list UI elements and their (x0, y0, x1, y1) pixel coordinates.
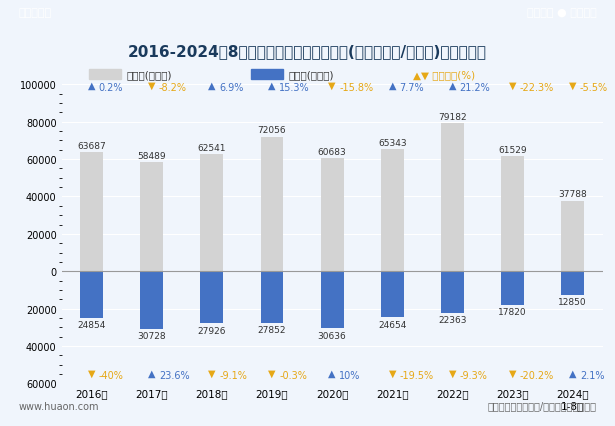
Text: ▲: ▲ (569, 368, 576, 378)
Text: 7.7%: 7.7% (400, 83, 424, 93)
Text: ▼: ▼ (208, 368, 216, 378)
Text: 27852: 27852 (258, 326, 286, 335)
Text: 58489: 58489 (137, 151, 166, 160)
Text: 30728: 30728 (137, 331, 166, 340)
Text: 61529: 61529 (498, 146, 527, 155)
Bar (80, 272, 103, 318)
Text: ▼: ▼ (268, 368, 276, 378)
Text: 23.6%: 23.6% (159, 370, 189, 380)
Text: 62541: 62541 (197, 144, 226, 153)
Text: ▲: ▲ (268, 81, 276, 91)
Bar (501, 272, 524, 305)
Text: ▲: ▲ (328, 368, 336, 378)
Bar (261, 137, 284, 272)
Text: 60683: 60683 (318, 147, 346, 156)
Text: ▼: ▼ (569, 81, 576, 91)
Text: ▲▼ 同比增长(%): ▲▼ 同比增长(%) (413, 69, 475, 80)
Text: 37788: 37788 (558, 190, 587, 199)
Text: ▲: ▲ (448, 81, 456, 91)
Text: 30636: 30636 (318, 331, 346, 340)
Bar (80, 153, 103, 272)
Text: -15.8%: -15.8% (339, 83, 373, 93)
Text: ▲: ▲ (148, 368, 156, 378)
Text: 27926: 27926 (197, 326, 226, 335)
Text: 79182: 79182 (438, 113, 467, 122)
Text: 0.2%: 0.2% (99, 83, 123, 93)
Text: -0.3%: -0.3% (279, 370, 307, 380)
Text: -9.3%: -9.3% (459, 370, 488, 380)
Text: 2016-2024年8月大连市高新技术产业园区(境内目的地/货源地)进、出口额: 2016-2024年8月大连市高新技术产业园区(境内目的地/货源地)进、出口额 (128, 43, 487, 59)
Bar (561, 201, 584, 272)
Text: -5.5%: -5.5% (580, 83, 608, 93)
Text: -9.1%: -9.1% (219, 370, 247, 380)
Bar (381, 272, 403, 317)
Bar (561, 272, 584, 296)
Bar (441, 124, 464, 272)
Text: 数据来源：中国海关/华经产业研究院整理: 数据来源：中国海关/华经产业研究院整理 (488, 400, 597, 411)
Text: -8.2%: -8.2% (159, 83, 187, 93)
Text: 17820: 17820 (498, 307, 527, 316)
Text: 2.1%: 2.1% (580, 370, 605, 380)
Text: ▼: ▼ (509, 368, 516, 378)
Text: 专业严谨 ● 客观科学: 专业严谨 ● 客观科学 (527, 8, 597, 18)
Text: -19.5%: -19.5% (400, 370, 434, 380)
Bar (320, 272, 344, 329)
Text: 进口额(万美元): 进口额(万美元) (289, 69, 335, 80)
Bar (251, 69, 284, 80)
Text: 6.9%: 6.9% (219, 83, 244, 93)
Text: -20.2%: -20.2% (520, 370, 554, 380)
Text: 65343: 65343 (378, 138, 407, 147)
Bar (200, 155, 223, 272)
Text: 22363: 22363 (438, 316, 467, 325)
Bar (320, 158, 344, 272)
Bar (261, 272, 284, 323)
Bar (140, 272, 163, 329)
Bar (381, 150, 403, 272)
Text: ▲: ▲ (208, 81, 216, 91)
Text: 10%: 10% (339, 370, 360, 380)
Bar (140, 163, 163, 272)
Text: ▼: ▼ (148, 81, 156, 91)
Text: -40%: -40% (99, 370, 124, 380)
Text: 华经情报网: 华经情报网 (18, 8, 52, 18)
Bar (200, 272, 223, 324)
Bar (89, 69, 121, 80)
Text: 12850: 12850 (558, 298, 587, 307)
Text: www.huaon.com: www.huaon.com (18, 400, 99, 411)
Text: 72056: 72056 (258, 126, 286, 135)
Text: ▼: ▼ (88, 368, 95, 378)
Text: 21.2%: 21.2% (459, 83, 490, 93)
Text: -22.3%: -22.3% (520, 83, 554, 93)
Text: ▼: ▼ (509, 81, 516, 91)
Text: ▼: ▼ (448, 368, 456, 378)
Text: ▼: ▼ (328, 81, 336, 91)
Text: 63687: 63687 (77, 142, 106, 151)
Text: ▲: ▲ (88, 81, 95, 91)
Text: 15.3%: 15.3% (279, 83, 310, 93)
Text: ▲: ▲ (389, 81, 396, 91)
Text: 出口额(万美元): 出口额(万美元) (127, 69, 172, 80)
Text: 24654: 24654 (378, 320, 407, 329)
Text: ▼: ▼ (389, 368, 396, 378)
Bar (441, 272, 464, 313)
Bar (501, 157, 524, 272)
Text: 24854: 24854 (77, 320, 106, 329)
